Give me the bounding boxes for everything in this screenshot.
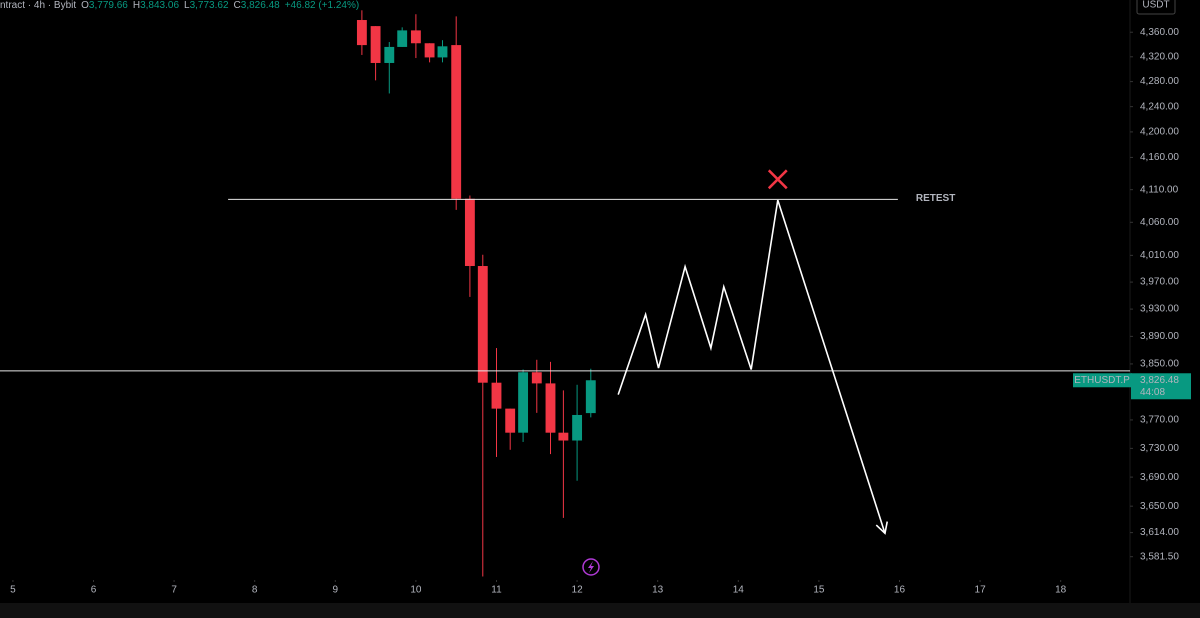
y-tick-label: 3,850.00 [1140, 359, 1179, 370]
y-tick-label: 3,890.00 [1140, 331, 1179, 342]
candle-body [585, 380, 596, 414]
x-tick-label: 18 [1055, 585, 1067, 596]
symbol-badge [1073, 373, 1132, 388]
y-tick-label: 4,160.00 [1140, 152, 1179, 163]
symbol: ntract · 4h · Bybit [0, 0, 76, 11]
candle-body [464, 198, 475, 267]
candle-body [518, 372, 529, 433]
y-tick-label: 3,730.00 [1140, 443, 1179, 454]
x-tick-label: 15 [813, 585, 825, 596]
ohlc-key: O [81, 0, 89, 11]
currency-box [1136, 0, 1176, 15]
lightning-icon [582, 558, 600, 576]
y-tick-label: 4,110.00 [1140, 184, 1179, 195]
symbol-badge-label: ETHUSDT.P [1074, 375, 1130, 386]
projection-line [617, 199, 886, 534]
y-tick-label: 4,200.00 [1140, 127, 1179, 138]
x-tick-label: 12 [572, 585, 584, 596]
candle-body [505, 408, 516, 433]
y-tick-label: 4,240.00 [1140, 101, 1179, 112]
candle-body [572, 414, 583, 441]
countdown-label: 44:08 [1140, 387, 1165, 398]
ohlc-key: L [184, 0, 190, 11]
y-tick-label: 4,280.00 [1140, 76, 1179, 87]
candle-body [477, 266, 488, 383]
candle-body [410, 30, 421, 44]
candle-body [451, 45, 462, 199]
candle-body [545, 383, 556, 433]
y-tick-label: 4,360.00 [1140, 27, 1179, 38]
y-tick-label: 3,970.00 [1140, 277, 1179, 288]
x-tick-label: 5 [10, 585, 16, 596]
ohlc-value: 3,843.06 [140, 0, 179, 11]
y-tick-label: 3,614.00 [1140, 527, 1179, 538]
ohlc-value: 3,779.66 [89, 0, 128, 11]
candle-body [531, 372, 542, 384]
candle-body [370, 26, 381, 63]
candle-body [558, 432, 569, 441]
y-tick-label: 3,770.00 [1140, 415, 1179, 426]
x-tick-label: 13 [652, 585, 664, 596]
price-badge-label: 3,826.48 [1140, 375, 1179, 386]
x-tick-label: 16 [894, 585, 906, 596]
candle-body [397, 30, 408, 47]
x-tick-label: 10 [410, 585, 422, 596]
ohlc-key: H [133, 0, 140, 11]
change: +46.82 (+1.24%) [285, 0, 360, 11]
y-tick-label: 3,650.00 [1140, 501, 1179, 512]
x-tick-label: 6 [91, 585, 97, 596]
x-tick-label: 17 [975, 585, 987, 596]
x-tick-label: 11 [491, 585, 502, 596]
ohlc-value: 3,773.62 [190, 0, 229, 11]
x-tick-label: 8 [252, 585, 258, 596]
y-tick-label: 4,320.00 [1140, 51, 1179, 62]
y-tick-label: 3,581.50 [1140, 551, 1179, 562]
x-tick-label: 7 [171, 585, 177, 596]
currency-label: USDT [1142, 0, 1169, 11]
y-tick-label: 4,060.00 [1140, 217, 1179, 228]
x-tick-label: 9 [333, 585, 339, 596]
candle-body [356, 20, 367, 46]
candle-body [437, 46, 448, 58]
level-label: RETEST [916, 193, 955, 204]
candle-body [424, 43, 435, 58]
header: ntract · 4h · Bybit O3,779.66 H3,843.06 L3,… [0, 0, 359, 11]
ohlc-key: C [234, 0, 241, 11]
candle-body [384, 46, 395, 63]
bottom-bar [0, 603, 1200, 618]
y-tick-label: 3,930.00 [1140, 304, 1179, 315]
x-tick-label: 14 [733, 585, 745, 596]
ohlc-value: 3,826.48 [241, 0, 280, 11]
projection-arrowhead [875, 521, 889, 535]
y-tick-label: 4,010.00 [1140, 250, 1179, 261]
price-badge [1131, 373, 1191, 400]
y-tick-label: 3,690.00 [1140, 472, 1179, 483]
x-marker [767, 169, 788, 190]
candle-body [491, 382, 502, 409]
